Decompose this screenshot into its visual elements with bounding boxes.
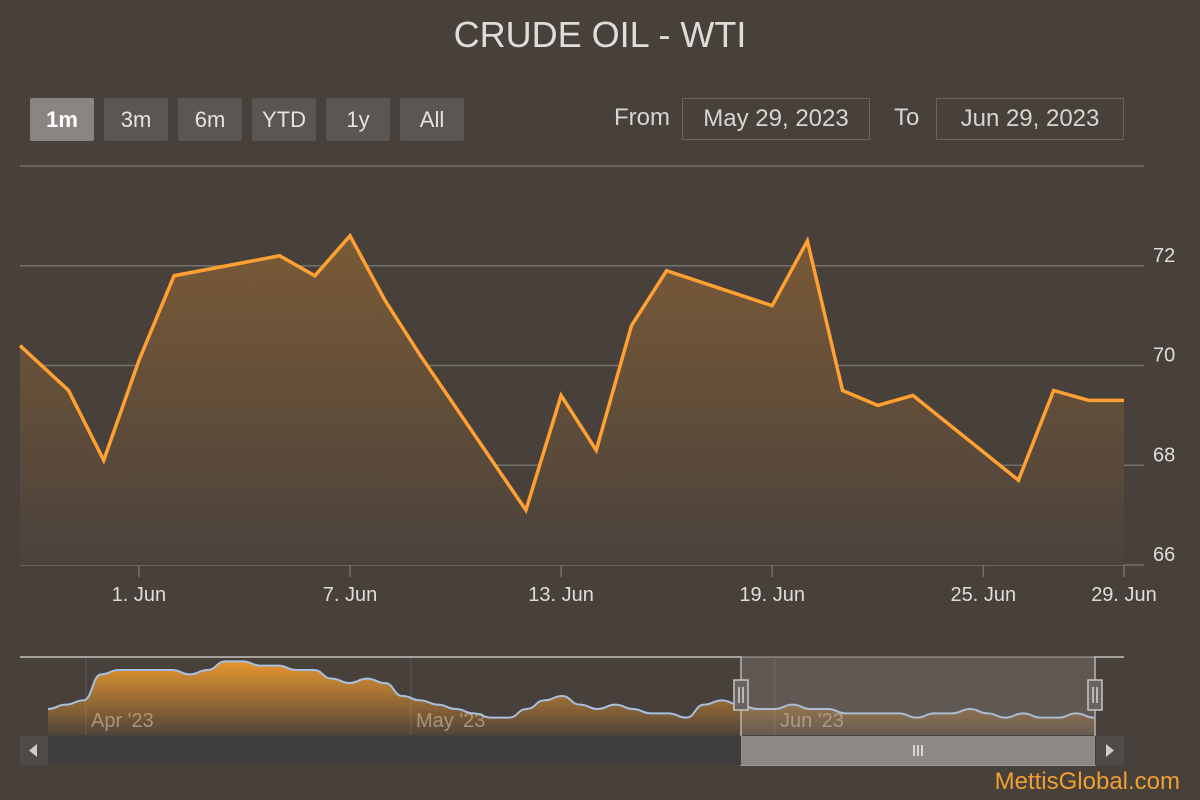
- to-label: To: [894, 104, 920, 131]
- y-tick-label: 68: [1153, 444, 1175, 466]
- x-tick-label: 7. Jun: [323, 584, 377, 606]
- y-tick-label: 70: [1153, 345, 1175, 367]
- scrollbar-left-arrow[interactable]: [20, 736, 48, 765]
- y-tick-label: 66: [1153, 544, 1175, 566]
- scrollbar-thumb[interactable]: [741, 736, 1095, 765]
- range-button-3m[interactable]: 3m: [104, 98, 168, 141]
- to-date-input[interactable]: [936, 98, 1124, 140]
- series-line: [18, 232, 1124, 515]
- navigator-area: [48, 661, 1094, 735]
- navigator-handle-left[interactable]: [733, 679, 749, 711]
- range-button-all[interactable]: All: [400, 98, 464, 141]
- navigator-line: [47, 660, 1095, 719]
- scrollbar-right-arrow[interactable]: [1096, 736, 1124, 765]
- x-tick-label: 19. Jun: [739, 584, 805, 606]
- navigator-handle-right[interactable]: [1087, 679, 1103, 711]
- x-tick-label: 29. Jun: [1091, 584, 1157, 606]
- from-label: From: [614, 104, 670, 131]
- series-area: [20, 235, 1124, 565]
- y-tick-label: 72: [1153, 245, 1175, 267]
- from-date-input[interactable]: [682, 98, 870, 140]
- range-button-1y[interactable]: 1y: [326, 98, 390, 141]
- x-tick-label: 13. Jun: [528, 584, 594, 606]
- x-tick-label: 25. Jun: [950, 584, 1016, 606]
- chart-title: CRUDE OIL - WTI: [453, 14, 747, 55]
- x-tick-label: 1. Jun: [112, 584, 166, 606]
- range-button-ytd[interactable]: YTD: [252, 98, 316, 141]
- navigator-selection: [741, 657, 1095, 735]
- watermark: MettisGlobal.com: [994, 768, 1180, 795]
- range-button-6m[interactable]: 6m: [178, 98, 242, 141]
- range-button-1m[interactable]: 1m: [30, 98, 94, 141]
